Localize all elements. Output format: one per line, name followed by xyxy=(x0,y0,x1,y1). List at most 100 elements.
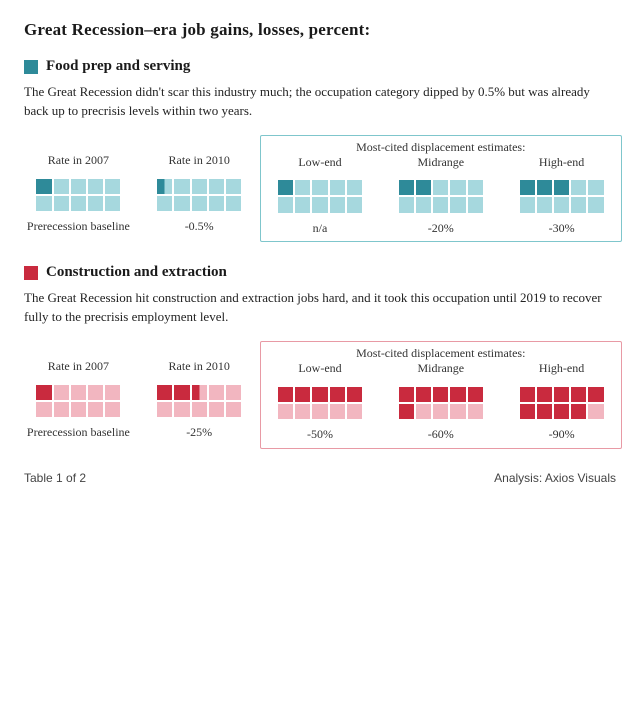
section-swatch xyxy=(24,266,38,280)
waffle-cell xyxy=(54,385,69,400)
waffle-cell xyxy=(36,196,51,211)
waffle-cell xyxy=(571,180,586,195)
waffle-cell xyxy=(174,385,189,400)
waffle-cell xyxy=(312,404,327,419)
waffle-cell xyxy=(209,196,224,211)
waffle-cell xyxy=(450,197,465,212)
waffle-cell xyxy=(295,197,310,212)
waffle-cell xyxy=(278,387,293,402)
waffle-cell xyxy=(71,385,86,400)
waffle-cell xyxy=(157,196,172,211)
footer-left: Table 1 of 2 xyxy=(24,471,86,485)
waffle-cell xyxy=(192,196,207,211)
waffle-cell xyxy=(105,385,120,400)
waffle-grid xyxy=(399,180,483,212)
chart-column: High-end-30% xyxy=(507,139,616,237)
waffle-cell xyxy=(36,402,51,417)
column-label-top: Rate in 2007 xyxy=(26,139,131,169)
waffle-cell xyxy=(226,196,241,211)
waffle-cell xyxy=(278,180,293,195)
column-label-bottom: -25% xyxy=(147,425,252,441)
waffle-cell xyxy=(157,179,172,194)
waffle-cell xyxy=(312,197,327,212)
column-label-top: High-end xyxy=(509,345,614,377)
section-description: The Great Recession hit construction and… xyxy=(24,289,616,327)
chart-title: Great Recession–era job gains, losses, p… xyxy=(24,20,616,40)
section-food_prep: Food prep and servingThe Great Recession… xyxy=(24,58,616,236)
chart-row: Rate in 2007Prerecession baselineRate in… xyxy=(24,345,616,443)
column-label-bottom: -30% xyxy=(509,221,614,237)
waffle-cell xyxy=(571,404,586,419)
waffle-cell xyxy=(468,404,483,419)
waffle-cell xyxy=(571,387,586,402)
waffle-cell xyxy=(433,404,448,419)
waffle-cell xyxy=(399,387,414,402)
waffle-cell xyxy=(54,179,69,194)
column-label-top: Rate in 2010 xyxy=(147,345,252,375)
waffle-cell xyxy=(278,404,293,419)
waffle-cell xyxy=(71,402,86,417)
waffle-cell xyxy=(192,385,207,400)
waffle-grid xyxy=(36,385,120,417)
column-label-bottom: n/a xyxy=(268,221,373,237)
waffle-cell xyxy=(88,385,103,400)
waffle-cell xyxy=(554,387,569,402)
column-label-top: Low-end xyxy=(268,139,373,171)
waffle-grid xyxy=(520,387,604,419)
column-label-bottom: -60% xyxy=(388,427,493,443)
chart-column: High-end -90% xyxy=(507,345,616,443)
waffle-cell xyxy=(88,179,103,194)
waffle-grid xyxy=(399,387,483,419)
waffle-cell xyxy=(468,180,483,195)
waffle-cell xyxy=(192,179,207,194)
waffle-cell xyxy=(416,404,431,419)
waffle-cell xyxy=(347,387,362,402)
waffle-grid xyxy=(278,180,362,212)
waffle-cell xyxy=(520,387,535,402)
waffle-cell xyxy=(157,385,172,400)
waffle-cell xyxy=(330,197,345,212)
section-heading: Food prep and serving xyxy=(46,58,190,75)
column-label-top: Midrange xyxy=(388,345,493,377)
waffle-cell xyxy=(105,179,120,194)
chart-column: Rate in 2007Prerecession baseline xyxy=(24,345,133,441)
column-label-bottom: Prerecession baseline xyxy=(26,219,131,235)
section-construction: Construction and extraction The Great Rec… xyxy=(24,264,616,442)
waffle-cell xyxy=(588,404,603,419)
waffle-cell xyxy=(399,197,414,212)
column-label-bottom: -20% xyxy=(388,221,493,237)
chart-row: Rate in 2007 Prerecession baseline Rate in… xyxy=(24,139,616,237)
waffle-cell xyxy=(554,404,569,419)
waffle-cell xyxy=(174,196,189,211)
waffle-cell xyxy=(54,196,69,211)
column-label-bottom: -50% xyxy=(268,427,373,443)
waffle-cell xyxy=(347,197,362,212)
waffle-cell xyxy=(450,404,465,419)
waffle-cell xyxy=(450,387,465,402)
waffle-cell xyxy=(71,179,86,194)
footer-right: Analysis: Axios Visuals xyxy=(494,471,616,485)
waffle-grid xyxy=(157,179,241,211)
column-label-bottom: -90% xyxy=(509,427,614,443)
waffle-cell xyxy=(192,402,207,417)
waffle-cell xyxy=(416,197,431,212)
waffle-cell xyxy=(450,180,465,195)
waffle-cell xyxy=(312,180,327,195)
waffle-cell xyxy=(157,402,172,417)
waffle-cell xyxy=(433,180,448,195)
waffle-cell xyxy=(295,180,310,195)
waffle-cell xyxy=(520,197,535,212)
chart-column: Rate in 2010 -25% xyxy=(145,345,254,441)
waffle-cell xyxy=(537,404,552,419)
waffle-cell xyxy=(520,180,535,195)
section-heading: Construction and extraction xyxy=(46,264,227,281)
waffle-grid xyxy=(520,180,604,212)
chart-column: Midrange-20% xyxy=(386,139,495,237)
chart-footer: Table 1 of 2 Analysis: Axios Visuals xyxy=(24,471,616,485)
chart-column: Rate in 2010-0.5% xyxy=(145,139,254,235)
waffle-cell xyxy=(312,387,327,402)
chart-column: Low-end-50% xyxy=(266,345,375,443)
waffle-cell xyxy=(174,402,189,417)
waffle-grid xyxy=(278,387,362,419)
waffle-grid xyxy=(157,385,241,417)
